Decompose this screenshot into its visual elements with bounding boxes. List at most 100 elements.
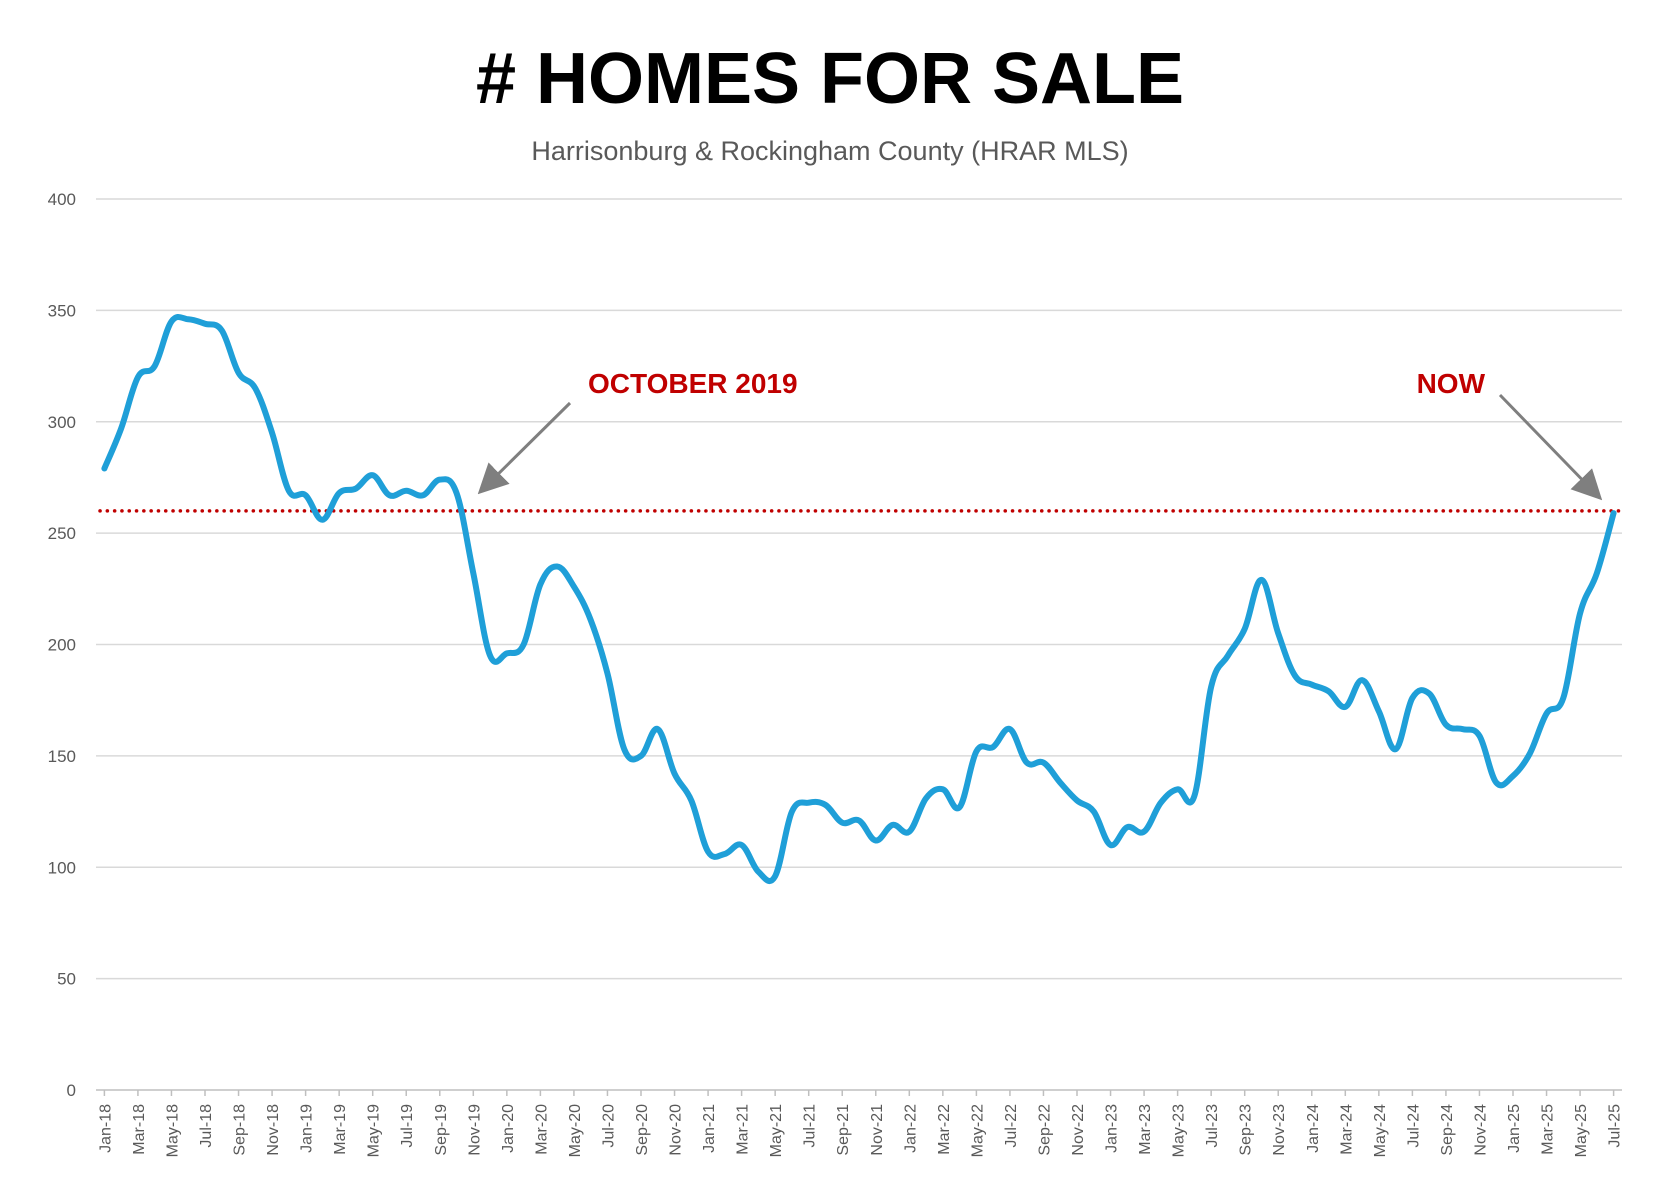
data-point [1527,751,1533,757]
x-axis-ticks: Jan-18 Mar-18 May-18 Jul-18 Sep-18 Nov-18 Jan-… [97,1090,1624,1157]
data-point [1393,746,1399,752]
x-tick-label: Jan-22 [902,1104,919,1153]
data-point [1258,577,1264,583]
chart-subtitle: Harrisonburg & Rockingham County (HRAR M… [531,136,1128,166]
data-point [1409,695,1415,701]
data-point [688,797,694,803]
x-tick-label: May-25 [1573,1104,1590,1157]
data-point [1007,726,1013,732]
data-point [1611,510,1617,516]
y-tick-label: 200 [48,636,76,655]
data-point [1460,726,1466,732]
data-point [638,753,644,759]
data-point [722,851,728,857]
x-tick-label: May-21 [768,1104,785,1157]
data-point [1091,809,1097,815]
x-tick-label: Jul-23 [1204,1104,1221,1148]
chart-title: # HOMES FOR SALE [476,39,1184,119]
data-point [1141,829,1147,835]
data-point [353,486,359,492]
data-point [705,849,711,855]
x-tick-label: Nov-24 [1472,1104,1489,1156]
data-point [152,363,158,369]
x-tick-label: Jan-24 [1305,1104,1322,1153]
x-tick-label: Nov-19 [466,1104,483,1156]
x-tick-label: May-22 [969,1104,986,1157]
data-point [336,490,342,496]
data-point [269,430,275,436]
data-point [420,492,426,498]
x-tick-label: Mar-21 [735,1104,752,1155]
x-tick-label: Sep-18 [232,1104,249,1156]
data-point [219,327,225,333]
y-tick-label: 400 [48,190,76,209]
x-tick-label: Jan-19 [299,1104,316,1153]
data-point [1359,677,1365,683]
data-point [1443,722,1449,728]
x-tick-label: Nov-20 [668,1104,685,1156]
data-point [1292,673,1298,679]
x-tick-label: May-24 [1372,1104,1389,1157]
data-point [1544,711,1550,717]
data-point [739,842,745,848]
data-point [1594,570,1600,576]
data-point [1024,760,1030,766]
x-tick-label: Sep-23 [1238,1104,1255,1156]
data-point [906,829,912,835]
data-point [672,771,678,777]
x-tick-label: Sep-24 [1439,1104,1456,1156]
data-point [554,564,560,570]
data-point [1426,691,1432,697]
data-point [588,617,594,623]
x-tick-label: Mar-19 [332,1104,349,1155]
data-point [1124,824,1130,830]
x-tick-label: Sep-19 [433,1104,450,1156]
y-tick-label: 0 [67,1081,76,1100]
data-point [504,650,510,656]
data-point [303,492,309,498]
data-point [822,802,828,808]
data-point [236,370,242,376]
data-point [973,748,979,754]
data-point [470,570,476,576]
data-point [1040,760,1046,766]
data-point [655,726,661,732]
data-point [1275,630,1281,636]
data-point [487,653,493,659]
data-point [118,425,124,431]
data-point [806,800,812,806]
data-point [168,319,174,325]
data-point [755,869,761,875]
x-tick-label: Jul-21 [802,1104,819,1148]
data-point [185,316,191,322]
annotation-october-2019: OCTOBER 2019 [588,368,798,399]
data-point [1493,780,1499,786]
data-point [990,744,996,750]
data-point [1175,786,1181,792]
x-tick-label: Mar-23 [1137,1104,1154,1155]
data-point [604,670,610,676]
x-tick-label: Jul-22 [1003,1104,1020,1148]
data-point [571,584,577,590]
y-axis-ticks: 0 50 100 150 200 250 300 350 400 [48,190,76,1100]
data-point [856,817,862,823]
data-point [940,786,946,792]
x-tick-label: Jul-19 [399,1104,416,1148]
data-point [1108,842,1114,848]
series-line-homes-for-sale [101,314,1617,884]
x-tick-label: Jan-25 [1506,1104,1523,1153]
x-tick-label: Jul-20 [600,1104,617,1148]
annotations: OCTOBER 2019 NOW [477,368,1603,501]
data-point [1476,733,1482,739]
data-point [1376,708,1382,714]
x-tick-label: May-18 [164,1104,181,1157]
data-point [957,804,963,810]
data-point [772,873,778,879]
data-point [202,321,208,327]
x-tick-label: Jul-24 [1405,1104,1422,1148]
annotation-arrow-october-2019 [477,401,572,495]
x-tick-label: Jan-23 [1104,1104,1121,1153]
data-point [1577,610,1583,616]
data-point [1158,800,1164,806]
